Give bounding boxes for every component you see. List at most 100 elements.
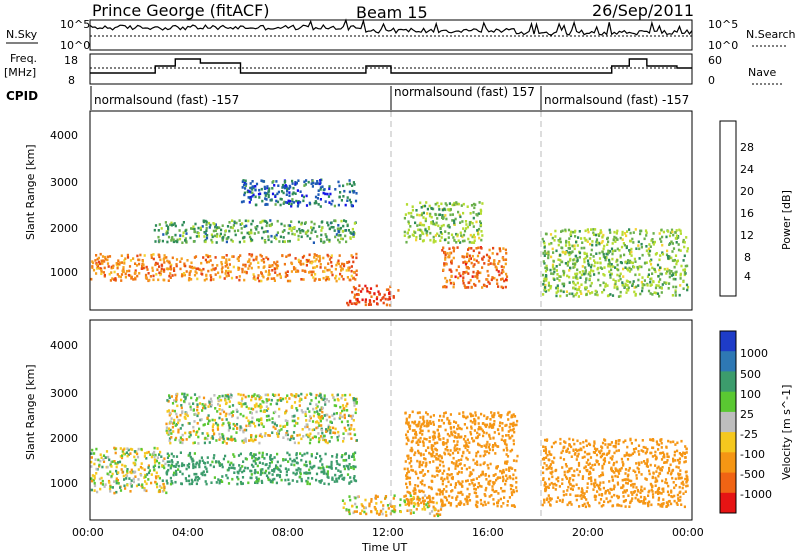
scatter-cell bbox=[447, 232, 450, 235]
scatter-cell bbox=[201, 409, 204, 412]
scatter-cell bbox=[354, 278, 357, 281]
scatter-cell bbox=[572, 266, 575, 269]
scatter-cell bbox=[571, 244, 574, 248]
scatter-cell bbox=[681, 486, 684, 490]
scatter-cell bbox=[100, 270, 103, 273]
scatter-cell bbox=[330, 202, 333, 206]
scatter-cell bbox=[304, 396, 307, 399]
scatter-cell bbox=[262, 275, 265, 279]
scatter-cell bbox=[208, 402, 211, 406]
scatter-cell bbox=[565, 477, 569, 480]
scatter-cell bbox=[179, 436, 182, 439]
scatter-cell bbox=[330, 460, 333, 464]
scatter-cell bbox=[487, 259, 490, 262]
scatter-cell bbox=[684, 272, 687, 275]
scatter-cell bbox=[616, 494, 619, 498]
scatter-cell bbox=[283, 224, 286, 228]
scatter-cell bbox=[614, 240, 617, 243]
scatter-cell bbox=[458, 412, 461, 415]
scatter-cell bbox=[443, 469, 446, 473]
scatter-cell bbox=[298, 399, 301, 403]
scatter-cell bbox=[180, 482, 183, 485]
scatter-cell bbox=[172, 223, 175, 226]
scatter-cell bbox=[94, 259, 97, 262]
scatter-cell bbox=[305, 231, 308, 234]
scatter-cell bbox=[453, 430, 456, 433]
scatter-cell bbox=[468, 493, 471, 496]
scatter-cell bbox=[630, 254, 633, 257]
scatter-cell bbox=[619, 290, 622, 294]
scatter-cell bbox=[268, 471, 271, 475]
scatter-cell bbox=[580, 497, 583, 500]
scatter-cell bbox=[604, 282, 607, 286]
scatter-cell bbox=[476, 431, 479, 435]
scatter-cell bbox=[603, 244, 606, 248]
scatter-cell bbox=[674, 291, 677, 294]
scatter-cell bbox=[160, 263, 163, 267]
scatter-cell bbox=[243, 193, 246, 197]
scatter-cell bbox=[472, 270, 475, 274]
scatter-cell bbox=[489, 262, 492, 265]
scatter-cell bbox=[483, 493, 486, 496]
scatter-cell bbox=[419, 416, 422, 419]
scatter-cell bbox=[418, 223, 421, 227]
scatter-cell bbox=[385, 514, 388, 517]
scatter-cell bbox=[477, 232, 480, 236]
scatter-cell bbox=[170, 221, 173, 225]
scatter-cell bbox=[603, 460, 607, 463]
scatter-cell bbox=[587, 458, 590, 462]
scatter-cell bbox=[331, 414, 334, 417]
scatter-cell bbox=[146, 473, 149, 476]
scatter-cell bbox=[405, 203, 409, 206]
scatter-cell bbox=[233, 471, 236, 474]
scatter-cell bbox=[562, 269, 565, 273]
scatter-cell bbox=[419, 201, 422, 205]
scatter-cell bbox=[559, 275, 562, 278]
scatter-cell bbox=[544, 445, 547, 449]
scatter-cell bbox=[99, 453, 102, 456]
scatter-cell bbox=[618, 274, 621, 278]
scatter-cell bbox=[629, 250, 632, 253]
scatter-cell bbox=[450, 490, 453, 493]
scatter-cell bbox=[279, 464, 282, 468]
scatter-cell bbox=[284, 419, 287, 422]
scatter-cell bbox=[647, 504, 650, 508]
scatter-cell bbox=[265, 453, 268, 456]
scatter-cell bbox=[335, 233, 338, 236]
scatter-cell bbox=[312, 407, 315, 411]
scatter-cell bbox=[304, 221, 307, 224]
scatter-cell bbox=[239, 428, 242, 432]
scatter-cell bbox=[347, 423, 350, 427]
scatter-cell bbox=[492, 246, 495, 250]
scatter-cell bbox=[667, 493, 670, 497]
scatter-cell bbox=[606, 446, 609, 449]
scatter-cell bbox=[194, 222, 197, 226]
scatter-cell bbox=[659, 503, 662, 507]
scatter-cell bbox=[579, 276, 582, 279]
power-ytick-4000: 4000 bbox=[50, 129, 78, 142]
cpid-strip: CPID normalsound (fast) -157 normalsound… bbox=[6, 85, 689, 110]
scatter-cell bbox=[216, 396, 220, 400]
scatter-cell bbox=[457, 424, 460, 427]
scatter-cell bbox=[293, 226, 296, 230]
scatter-cell bbox=[93, 474, 96, 478]
scatter-cell bbox=[508, 425, 511, 429]
scatter-cell bbox=[328, 185, 331, 188]
scatter-cell bbox=[673, 499, 676, 503]
scatter-cell bbox=[465, 500, 468, 503]
scatter-cell bbox=[439, 508, 443, 511]
scatter-cell bbox=[356, 299, 359, 303]
scatter-cell bbox=[268, 187, 271, 190]
scatter-cell bbox=[684, 445, 687, 448]
scatter-cell bbox=[143, 452, 147, 455]
scatter-cell bbox=[349, 299, 352, 303]
scatter-cell bbox=[455, 268, 458, 272]
scatter-cell bbox=[284, 275, 287, 279]
scatter-cell bbox=[432, 444, 435, 448]
scatter-cell bbox=[405, 436, 408, 440]
scatter-cell bbox=[452, 281, 455, 285]
scatter-cell bbox=[660, 228, 663, 232]
scatter-cell bbox=[187, 278, 191, 282]
scatter-cell bbox=[491, 415, 494, 419]
scatter-cell bbox=[454, 482, 458, 485]
